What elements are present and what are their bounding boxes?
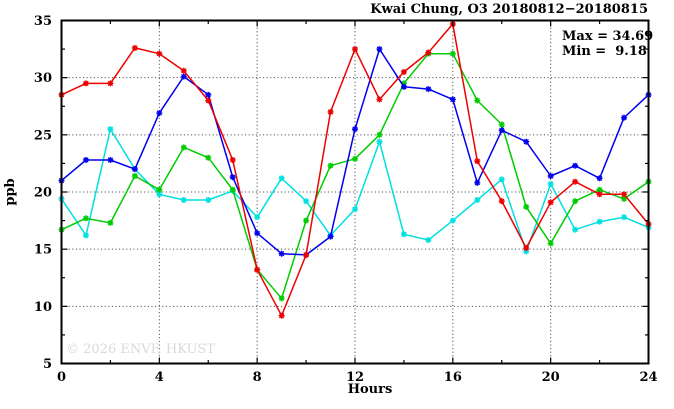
x-tick-label: 0 <box>57 370 66 385</box>
tick-label-layer: 5 10 15 20 25 30 35 0 4 8 12 16 20 24 <box>34 14 658 385</box>
series-red-markers <box>58 21 652 319</box>
series-layer <box>58 21 652 319</box>
x-tick-label: 8 <box>253 370 262 385</box>
x-tick-label: 4 <box>155 370 164 385</box>
y-tick-label: 25 <box>34 128 52 143</box>
x-tick-label: 16 <box>444 370 462 385</box>
y-tick-label: 5 <box>43 357 52 372</box>
ticks-layer <box>60 19 650 365</box>
y-axis-label: ppb <box>3 178 18 205</box>
y-tick-label: 10 <box>34 300 52 315</box>
frame-layer <box>60 19 650 365</box>
plot-border <box>60 19 650 365</box>
min-annotation: Min = 9.18 <box>562 44 647 59</box>
chart-title: Kwai Chung, O3 20180812−20180815 <box>370 2 648 17</box>
y-tick-label: 35 <box>34 14 52 29</box>
x-axis-label: Hours <box>348 382 393 397</box>
grid-layer <box>61 20 649 364</box>
x-tick-label: 20 <box>542 370 560 385</box>
max-annotation: Max = 34.69 <box>562 29 653 44</box>
y-tick-label: 15 <box>34 243 52 258</box>
y-tick-label: 20 <box>34 186 52 201</box>
watermark: © 2026 ENVF, HKUST <box>66 342 215 357</box>
x-tick-label: 12 <box>346 370 364 385</box>
x-tick-label: 24 <box>639 370 657 385</box>
series-blue-line <box>61 48 650 256</box>
y-tick-label: 30 <box>34 71 52 86</box>
